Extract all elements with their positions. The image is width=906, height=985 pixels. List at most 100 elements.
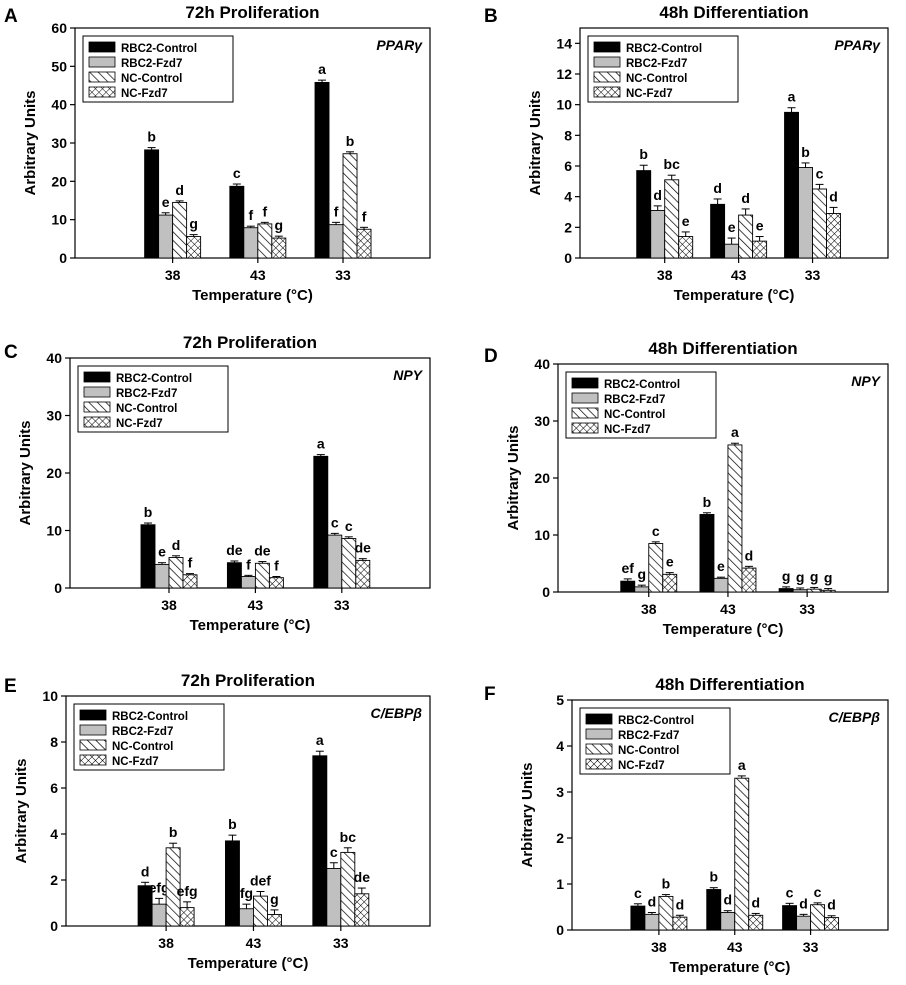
y-tick-label: 0 (50, 918, 58, 934)
significance-letter: c (652, 523, 660, 539)
significance-letter: b (639, 146, 648, 162)
legend: RBC2-Control RBC2-Fzd7 NC-Control NC-Fzd7 (77, 365, 229, 433)
legend-swatch (585, 758, 613, 770)
panel-letter: B (484, 6, 498, 27)
bar (636, 170, 652, 259)
legend-swatch (593, 86, 621, 98)
bar (734, 777, 750, 931)
significance-letter: f (262, 203, 267, 219)
legend-label: RBC2-Control (112, 711, 188, 723)
legend: RBC2-Control RBC2-Fzd7 NC-Control NC-Fzd7 (82, 35, 234, 103)
legend-swatch (593, 41, 621, 53)
significance-letter: de (354, 869, 371, 885)
y-tick-label: 4 (50, 826, 58, 842)
significance-letter: b (147, 129, 156, 145)
significance-letter: c (816, 165, 824, 181)
y-tick-label: 0 (556, 922, 564, 938)
legend-swatch (79, 754, 107, 766)
significance-letter: d (829, 188, 838, 204)
significance-letter: f (334, 203, 339, 219)
y-tick-label: 1 (556, 876, 564, 892)
x-tick-label: 38 (641, 601, 657, 617)
bar (658, 895, 674, 931)
y-tick-label: 6 (564, 158, 572, 174)
significance-letter: b (144, 504, 153, 520)
significance-letter: def (250, 873, 271, 889)
bar (327, 534, 343, 589)
y-tick-label: 4 (564, 189, 572, 205)
legend: RBC2-Control RBC2-Fzd7 NC-Control NC-Fzd7 (73, 703, 225, 771)
bar (154, 563, 170, 589)
bar (140, 524, 156, 589)
panel-f: F 48h Differentiation 0 1 2 3 4 5 Arbitrary Unit… (484, 675, 889, 976)
legend-label: NC-Fzd7 (112, 756, 159, 768)
legend-label: NC-Control (121, 73, 182, 85)
legend-swatch (83, 416, 111, 428)
bar (312, 755, 328, 927)
significance-letter: f (362, 208, 367, 224)
y-tick-label: 30 (46, 408, 62, 424)
legend-swatch (593, 56, 621, 68)
x-tick-label: 33 (335, 267, 351, 283)
x-tick-label: 43 (250, 267, 266, 283)
legend-swatch (83, 401, 111, 413)
bar (798, 167, 813, 259)
legend-label: RBC2-Fzd7 (626, 58, 687, 70)
panel-b: B 48h Differentiation 0 2 4 6 8 10 12 14 Arbitrary… (484, 3, 889, 304)
x-tick-label: 38 (161, 597, 177, 613)
y-axis-label: Arbitrary Units (13, 758, 30, 863)
bar (253, 895, 268, 927)
y-axis-label: Arbitrary Units (519, 762, 536, 867)
significance-letter: a (317, 436, 325, 452)
significance-letter: bc (340, 829, 357, 845)
legend-swatch (593, 71, 621, 83)
y-tick-label: 2 (50, 872, 58, 888)
x-axis-label: Temperature (°C) (674, 287, 795, 304)
bar (356, 228, 372, 259)
significance-letter: d (713, 180, 722, 196)
bar (644, 913, 660, 931)
panel-title: 72h Proliferation (183, 333, 317, 352)
significance-letter: g (810, 568, 819, 584)
x-tick-label: 33 (333, 935, 349, 951)
significance-letter: e (717, 558, 725, 574)
bar (328, 224, 344, 259)
bar (699, 514, 715, 593)
x-tick-label: 33 (803, 939, 819, 955)
bar (158, 214, 174, 259)
gene-label: NPY (851, 373, 881, 389)
y-tick-label: 10 (51, 212, 67, 228)
x-axis-label: Temperature (°C) (190, 617, 311, 634)
x-axis-label: Temperature (°C) (192, 287, 313, 304)
significance-letter: d (751, 894, 760, 910)
x-tick-label: 38 (651, 939, 667, 955)
significance-letter: e (756, 218, 764, 234)
significance-letter: f (188, 555, 193, 571)
legend-swatch (79, 709, 107, 721)
bar (738, 214, 754, 259)
significance-letter: c (331, 514, 339, 530)
legend-label: RBC2-Fzd7 (116, 388, 177, 400)
legend-label: NC-Fzd7 (604, 424, 651, 436)
legend-label: RBC2-Fzd7 (121, 58, 182, 70)
significance-letter: a (738, 757, 746, 773)
legend-swatch (83, 386, 111, 398)
bar (257, 223, 273, 259)
significance-letter: g (824, 570, 833, 586)
bar (820, 589, 836, 593)
x-tick-label: 43 (731, 267, 747, 283)
gene-label: C/EBPβ (829, 709, 881, 725)
panel-letter: D (484, 346, 498, 367)
significance-letter: d (676, 896, 685, 912)
significance-letter: d (175, 182, 184, 198)
bar (741, 567, 757, 593)
significance-letter: de (226, 542, 243, 558)
y-axis-label: Arbitrary Units (505, 425, 522, 530)
bar (144, 149, 160, 259)
significance-letter: a (731, 424, 739, 440)
bar (782, 905, 798, 931)
bar (225, 840, 240, 927)
significance-letter: c (814, 884, 822, 900)
legend-label: RBC2-Control (121, 43, 197, 55)
x-tick-label: 43 (246, 935, 262, 951)
